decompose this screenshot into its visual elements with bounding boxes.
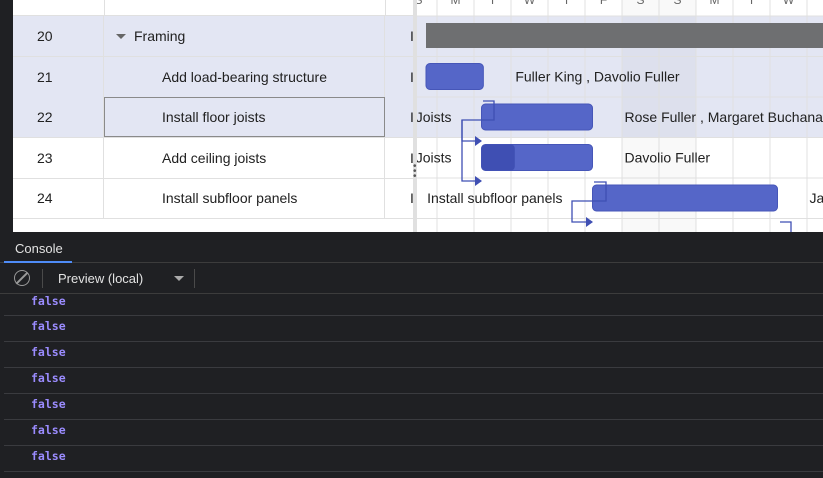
chevron-down-icon[interactable]: [174, 276, 184, 281]
dependency-connector: [461, 120, 481, 182]
arrow-icon: [586, 217, 593, 227]
console-log-entry: false: [4, 294, 823, 316]
summary-bar[interactable]: [426, 23, 823, 48]
task-cell[interactable]: I: [410, 149, 413, 166]
grid-header: [13, 0, 413, 16]
gantt-chart: 19 Cure basement walls I20 Framing I21 A…: [13, 0, 823, 232]
task-name: Install subfloor panels: [162, 190, 298, 206]
task-cell[interactable]: I: [410, 109, 413, 125]
day-header: M: [710, 0, 720, 7]
table-row[interactable]: 22 Install floor joists I: [13, 97, 413, 138]
day-header: T: [489, 0, 497, 7]
task-bar[interactable]: [481, 103, 593, 131]
day-header: W: [783, 0, 795, 7]
task-left-label: Joists: [416, 150, 452, 166]
task-name-cell[interactable]: Add ceiling joists: [104, 137, 385, 178]
tab-console[interactable]: Console: [4, 232, 72, 263]
task-cell[interactable]: I: [410, 28, 413, 44]
console-log-entry: false: [4, 446, 823, 472]
console-log-entry: false: [4, 394, 823, 420]
console-log-entry: false: [4, 420, 823, 446]
task-progress: [481, 144, 515, 171]
console-log-entry: false: [4, 342, 823, 368]
task-cell[interactable]: I: [410, 190, 413, 206]
task-name-cell[interactable]: Framing: [104, 16, 385, 56]
task-name-cell[interactable]: Install subfloor panels: [104, 178, 385, 218]
task-id-cell[interactable]: 23: [13, 137, 104, 178]
day-header: S: [414, 0, 422, 7]
day-header: F: [600, 0, 607, 7]
resource-label: Fuller King , Davolio Fuller: [515, 69, 680, 85]
day-header: T: [563, 0, 571, 7]
dependency-connector: [571, 181, 607, 223]
divider: [42, 269, 43, 288]
table-row[interactable]: 20 Framing I: [13, 16, 413, 57]
day-header: S: [673, 0, 681, 7]
task-left-label: Joists: [416, 109, 452, 125]
collapse-arrow-icon[interactable]: [116, 33, 126, 39]
day-header: T: [748, 0, 756, 7]
task-bar[interactable]: [592, 184, 778, 212]
task-name: Add load-bearing structure: [162, 68, 327, 85]
dependency-connector: [780, 221, 792, 232]
clear-console-icon[interactable]: [14, 270, 30, 286]
task-id-cell[interactable]: 24: [13, 178, 104, 218]
task-id-cell[interactable]: 22: [13, 97, 104, 137]
devtools-console: Console Preview (local) false false false f…: [0, 232, 823, 478]
table-row[interactable]: 23 Add ceiling joists I: [13, 137, 413, 179]
console-log-list: false false false false false false false: [0, 294, 823, 472]
task-id-cell[interactable]: 21: [13, 56, 104, 97]
task-name-cell[interactable]: Add load-bearing structure: [104, 56, 385, 97]
dependency-connector: [461, 100, 495, 142]
day-header: S: [636, 0, 644, 7]
arrow-icon: [475, 176, 482, 186]
task-name-cell[interactable]: Install floor joists: [104, 97, 385, 137]
task-name: Install floor joists: [162, 109, 266, 125]
day-header: W: [524, 0, 536, 7]
timeline-chart: S M T W T F S S M T W Fuller King , Davolio Fuller R…: [413, 0, 823, 232]
task-id-cell[interactable]: 20: [13, 16, 104, 56]
table-row[interactable]: 24 Install subfloor panels I: [13, 178, 413, 219]
resource-label: Davolio Fuller: [625, 150, 711, 166]
resource-label: Rose Fuller , Margaret Buchanan: [625, 109, 823, 125]
context-selector[interactable]: Preview (local): [58, 271, 144, 286]
console-toolbar: Preview (local): [0, 263, 823, 294]
resource-label: Jack Davolio: [810, 190, 823, 206]
splitter-handle[interactable]: [413, 0, 417, 232]
task-name: Framing: [134, 28, 186, 44]
task-name: Add ceiling joists: [162, 149, 267, 166]
task-bar[interactable]: [425, 63, 484, 90]
table-row[interactable]: 21 Add load-bearing structure I: [13, 56, 413, 98]
arrow-icon: [475, 136, 482, 146]
task-cell[interactable]: I: [410, 68, 413, 85]
task-left-label: Install subfloor panels: [427, 190, 562, 206]
console-log-entry: false: [4, 368, 823, 394]
day-header: M: [451, 0, 461, 7]
splitter-grip-icon[interactable]: • • •: [413, 161, 417, 182]
console-log-entry: false: [4, 316, 823, 342]
divider: [194, 269, 195, 288]
